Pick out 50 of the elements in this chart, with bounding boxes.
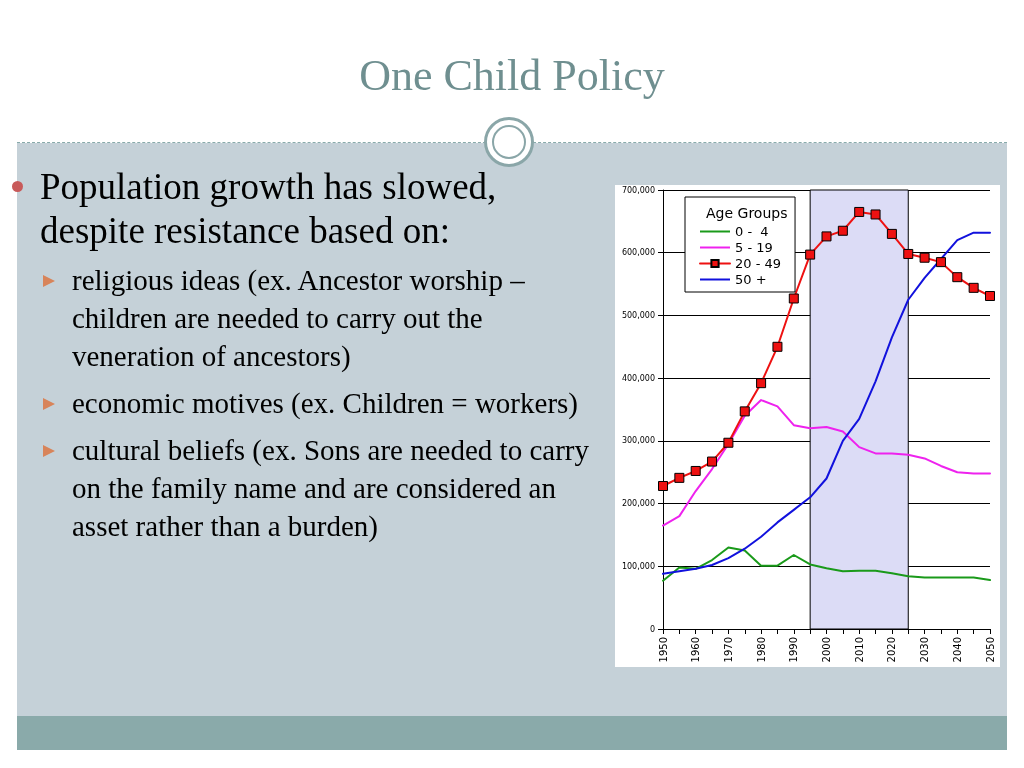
point <box>788 293 799 304</box>
legend-title: Age Groups <box>706 205 788 221</box>
y-tick-label: 100,000 <box>621 561 655 571</box>
point <box>723 437 734 448</box>
y-tick-label: 200,000 <box>621 499 655 509</box>
x-tick-label: 2010 <box>853 637 865 663</box>
y-tick-label: 400,000 <box>621 373 655 383</box>
x-tick-label: 1990 <box>788 637 800 663</box>
point <box>674 472 685 483</box>
point <box>772 341 783 352</box>
point <box>952 272 963 283</box>
legend-label: 0 - 4 <box>735 224 769 239</box>
text: Population growth has slowed, despite resistance based on: <box>40 165 498 253</box>
point <box>903 248 914 259</box>
x-tick-label: 2040 <box>951 637 963 663</box>
point <box>837 225 848 236</box>
x-tick-label: 2000 <box>821 637 832 663</box>
chart-title: One Child Policy <box>358 50 666 101</box>
x-tick-label: 2030 <box>919 637 931 663</box>
point <box>739 406 750 417</box>
point <box>985 290 995 301</box>
legend-label: 20 - 49 <box>735 256 782 271</box>
point <box>919 252 930 263</box>
point <box>821 231 832 242</box>
point <box>805 249 816 260</box>
point <box>935 257 946 268</box>
point <box>690 465 701 476</box>
text: cultural beliefs (ex. Sons are needed to carry on the family name and are considered an asset rather than a burden) <box>72 433 590 544</box>
legend-label: 5 - 19 <box>735 240 773 255</box>
x-tick-label: 1970 <box>722 637 734 663</box>
point <box>886 228 897 239</box>
y-tick-label: 700,000 <box>621 185 655 195</box>
legend-label: 50 + <box>735 272 767 287</box>
point <box>707 456 718 467</box>
y-tick-label: 500,000 <box>621 310 655 320</box>
y-tick-label: 0 <box>649 624 655 634</box>
x-tick-label: 1960 <box>690 637 702 663</box>
x-tick-label: 2050 <box>984 637 996 663</box>
point <box>658 481 668 492</box>
y-tick-label: 600,000 <box>621 248 655 258</box>
x-tick-label: 1950 <box>657 637 669 663</box>
x-tick-label: 2020 <box>886 637 898 663</box>
point <box>756 378 767 389</box>
point <box>968 282 979 293</box>
text: religious ideas (ex. Ancestor worship – children are needed to carry out the veneration of ancestors) <box>72 263 526 374</box>
point <box>854 206 865 217</box>
text: economic motives (ex. Children = workers) <box>72 386 579 421</box>
x-tick-label: 1980 <box>755 637 767 663</box>
point <box>870 209 881 220</box>
y-tick-label: 300,000 <box>621 436 655 446</box>
